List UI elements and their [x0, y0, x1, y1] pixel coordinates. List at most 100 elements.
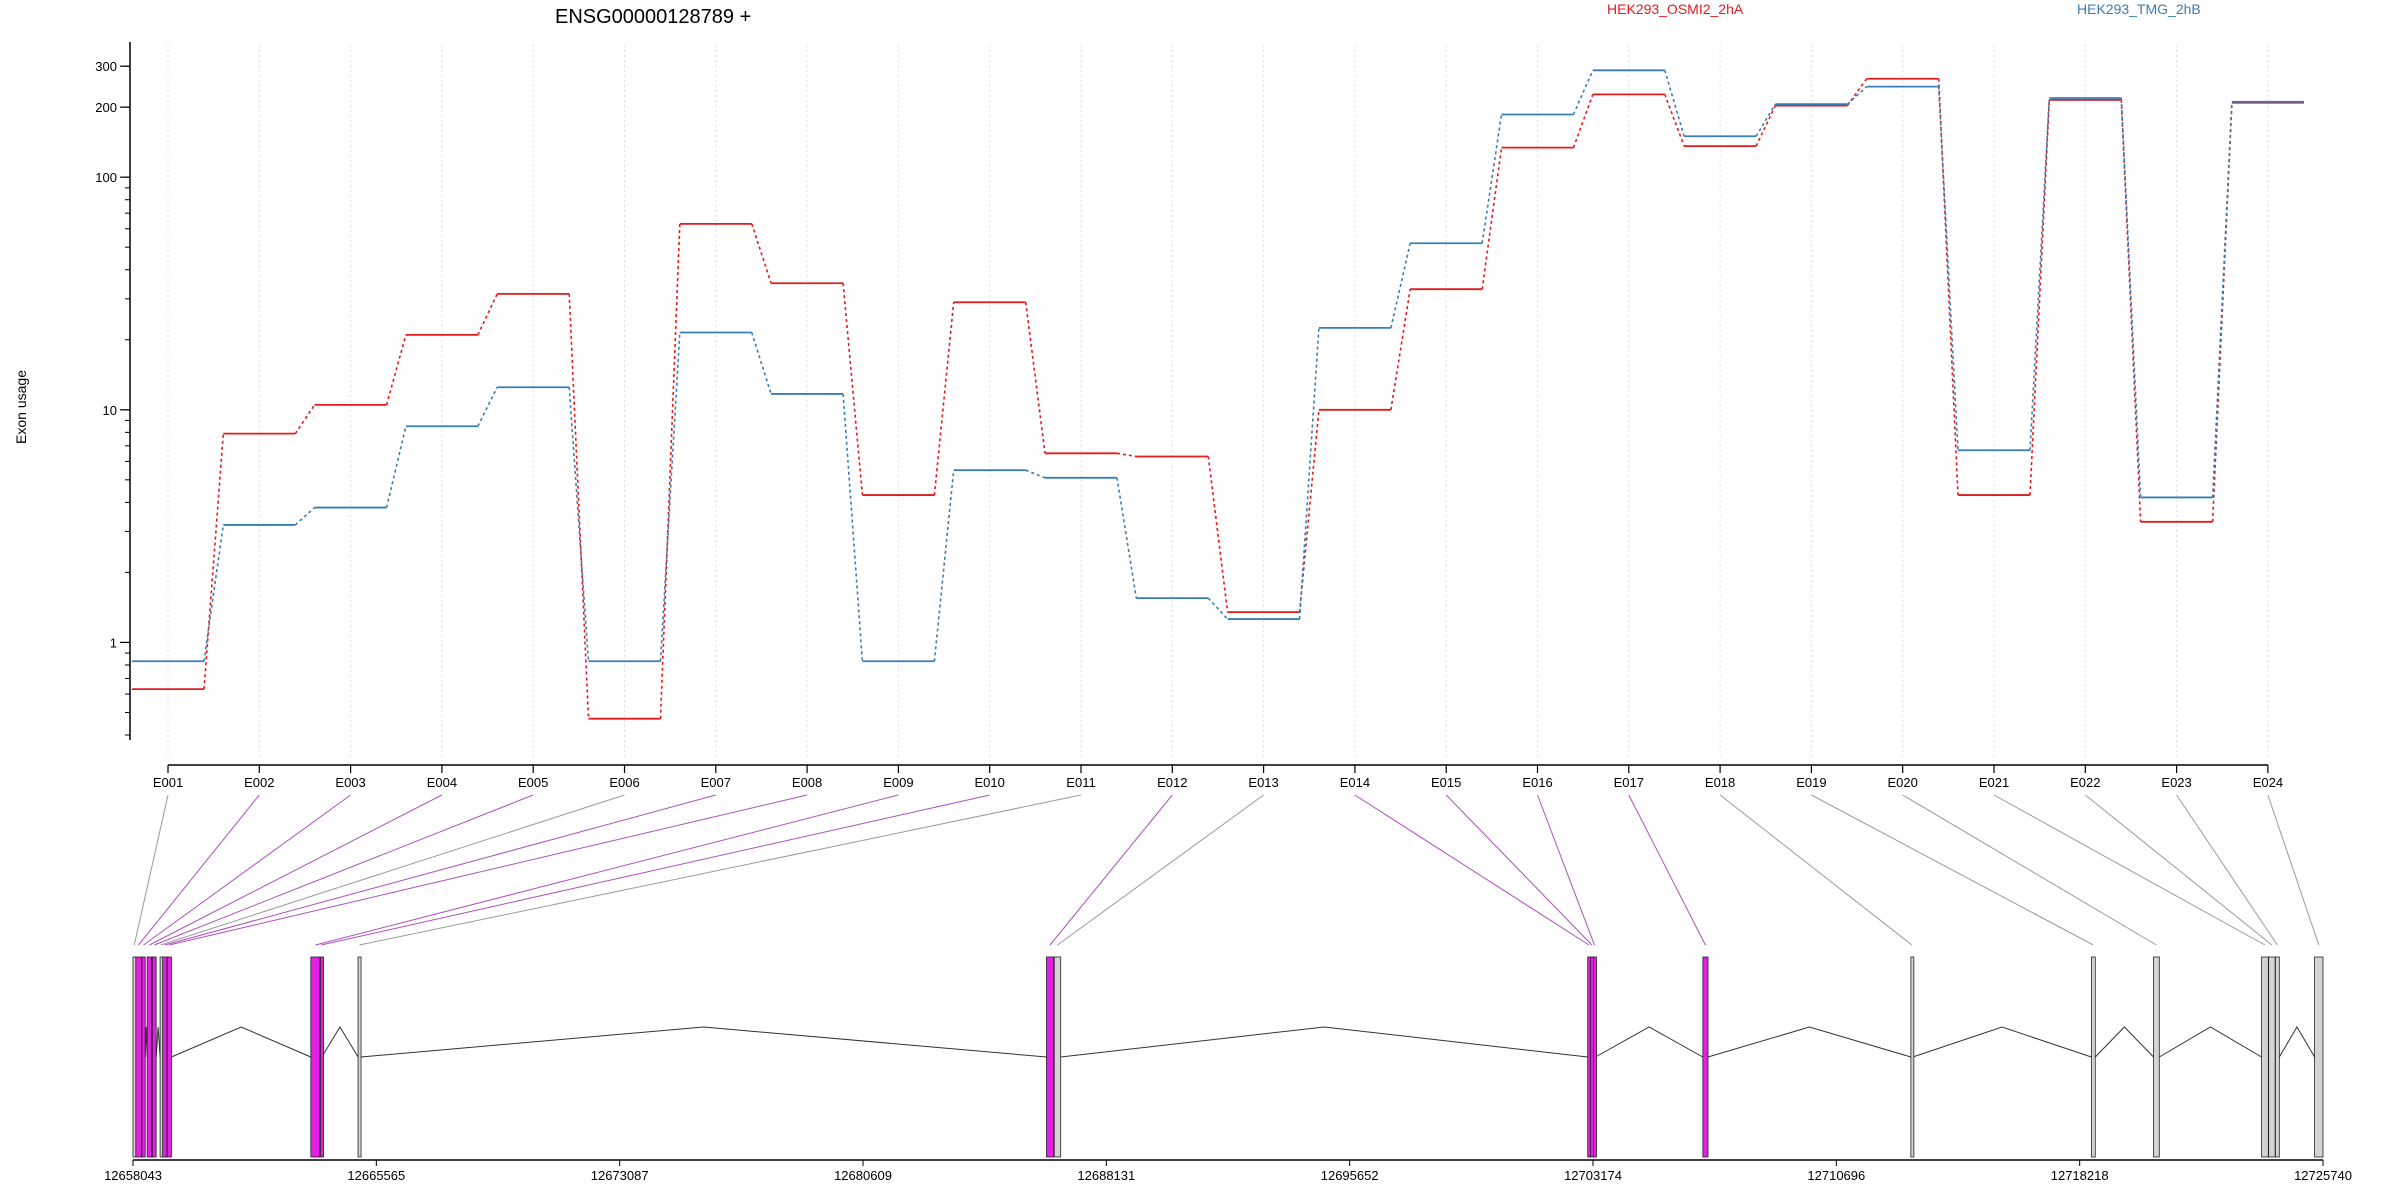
coordinate-tick-label: 12665565: [347, 1168, 405, 1183]
exon-link: [154, 794, 534, 946]
x-tick-label: E008: [792, 775, 822, 790]
exon-block: [2153, 956, 2160, 1158]
series-lines: [132, 69, 2304, 720]
x-tick-label: E004: [427, 775, 457, 790]
series-connector: [751, 223, 772, 284]
x-tick-label: E001: [153, 775, 183, 790]
x-tick-label: E011: [1066, 775, 1095, 790]
exon-block: [1053, 956, 1062, 1158]
exon-link: [1719, 794, 1913, 946]
coordinate-tick-label: 12703174: [1564, 1168, 1622, 1183]
exon-block: [2268, 956, 2276, 1158]
series-connector: [568, 387, 590, 662]
x-tick-label: E002: [244, 775, 274, 790]
exon-link: [315, 794, 899, 946]
exon-link: [321, 794, 990, 946]
x-tick-label: E003: [335, 775, 365, 790]
legend-series-a: HEK293_OSMI2_2hA: [1607, 1, 1744, 17]
y-tick-label: 300: [95, 59, 117, 74]
series-connector: [2029, 99, 2051, 496]
exon-link: [1902, 794, 2157, 946]
x-tick-label: E020: [1888, 775, 1918, 790]
series-connector: [1481, 147, 1503, 290]
exon-link: [1993, 794, 2266, 946]
exon-link: [169, 794, 808, 946]
intron-line: [1060, 1026, 1588, 1058]
exon-block: [2314, 956, 2324, 1158]
exon-link: [1811, 794, 2094, 946]
x-tick-label: E016: [1522, 775, 1552, 790]
series-connector: [385, 426, 407, 508]
intron-line: [1912, 1026, 2092, 1058]
x-tick-label: E024: [2253, 775, 2283, 790]
exon-link: [1057, 794, 1264, 946]
intron-line: [171, 1026, 312, 1058]
x-tick-label: E013: [1248, 775, 1278, 790]
exon-block: [135, 956, 142, 1158]
series-connector: [659, 223, 681, 719]
series-connector: [568, 293, 590, 719]
y-tick-label: 200: [95, 100, 117, 115]
series-connector: [1846, 78, 1868, 107]
chart-axes: 1 10 100 200 300 E001 E002 E003 E004 E005 E006 E007…: [95, 42, 2283, 790]
exon-block: [320, 956, 324, 1158]
series-connector: [842, 393, 864, 662]
x-tick-label: E017: [1614, 775, 1644, 790]
exon-link: [1049, 794, 1173, 946]
y-tick-label: 10: [103, 403, 117, 418]
intron-line: [360, 1026, 1047, 1058]
coordinate-axis: 12658043 12665565 12673087 12680609 12688131…: [104, 1159, 2352, 1183]
intron-line: [155, 1026, 161, 1058]
coordinate-tick-label: 12680609: [834, 1168, 892, 1183]
x-tick-label: E015: [1431, 775, 1461, 790]
series-connector: [2211, 101, 2233, 498]
series-connector: [1116, 452, 1137, 458]
x-tick-label: E023: [2161, 775, 2191, 790]
exon-block: [146, 956, 153, 1158]
coordinate-tick-label: 12718218: [2051, 1168, 2109, 1183]
intron-line: [2094, 1026, 2154, 1058]
series-connector: [1572, 69, 1594, 115]
exon-block: [162, 956, 168, 1158]
exon-block: [1702, 956, 1709, 1158]
series-connector: [477, 293, 498, 336]
series-connector: [1664, 70, 1685, 137]
exon-block: [1046, 956, 1054, 1158]
x-tick-label: E010: [975, 775, 1005, 790]
exon-link: [160, 794, 625, 946]
exon-block: [2275, 956, 2280, 1158]
exon-block: [166, 956, 172, 1158]
y-axis-title: Exon usage: [13, 370, 29, 444]
series-connector: [2029, 97, 2051, 451]
intron-line: [1707, 1026, 1912, 1058]
gene-model: [132, 956, 2324, 1158]
series-connector: [1024, 302, 1046, 454]
exon-link: [2176, 794, 2278, 946]
series-connector: [294, 506, 316, 526]
series-connector: [1481, 114, 1503, 244]
x-tick-label: E009: [883, 775, 913, 790]
x-tick-label: E006: [609, 775, 639, 790]
coordinate-tick-label: 12710696: [1807, 1168, 1865, 1183]
exon-block: [141, 956, 146, 1158]
y-tick-label: 1: [110, 635, 117, 650]
series-connector: [1298, 409, 1320, 613]
exon-link: [138, 794, 260, 946]
exon-block: [357, 956, 362, 1158]
intron-line: [1595, 1026, 1704, 1058]
series-connector: [1755, 103, 1777, 137]
series-connector: [2120, 99, 2142, 522]
series-connector: [933, 470, 955, 662]
intron-line: [2159, 1026, 2262, 1058]
exon-link: [359, 794, 1082, 946]
series-connector: [1207, 456, 1229, 613]
coordinate-tick-label: 12695652: [1321, 1168, 1379, 1183]
series-connector: [1207, 597, 1229, 620]
series-connector: [294, 404, 316, 435]
intron-line: [321, 1026, 359, 1058]
coordinate-tick-label: 12673087: [591, 1168, 649, 1183]
x-tick-label: E014: [1340, 775, 1370, 790]
coordinate-tick-label: 12658043: [104, 1168, 162, 1183]
exon-block: [2090, 956, 2096, 1158]
